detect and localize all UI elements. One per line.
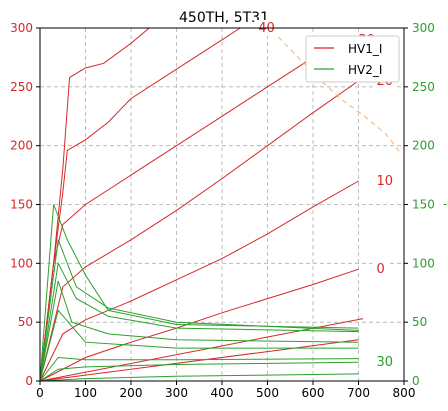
right-y-tick-label: 0 <box>412 374 420 388</box>
right-y-tick-label: 100 <box>412 256 435 270</box>
curve-label-text: 30 <box>377 355 394 370</box>
hv1_i-curve <box>39 180 359 382</box>
hv2_i-curve <box>39 280 359 382</box>
curve-label-bg <box>372 354 397 371</box>
right-y-tick-label: 150 <box>412 198 435 212</box>
hv1_i-curve <box>39 39 341 382</box>
left-y-tick-label: 200 <box>10 139 33 153</box>
hv1_i-curve <box>39 27 241 382</box>
right-y-tick-label: 200 <box>412 139 435 153</box>
hv2_i-curve-label: 30 <box>372 354 397 371</box>
series-layer <box>39 27 400 382</box>
legend: HV1_I HV2_I <box>305 35 400 83</box>
left-y-tick-label: 300 <box>10 21 33 35</box>
legend-label: HV2_I <box>348 63 382 77</box>
curve-label-bg <box>372 261 389 278</box>
x-tick-label: 100 <box>74 386 97 400</box>
right-y-tick-label: 300 <box>412 21 435 35</box>
x-tick-label: 600 <box>302 386 325 400</box>
left-y-tick-label: 50 <box>18 315 33 329</box>
legend-label: HV1_I <box>348 42 382 56</box>
hv2_i-curve <box>39 204 359 382</box>
hv2_i-curve <box>39 239 359 382</box>
curve-label-bg <box>372 172 397 189</box>
left-y-tick-label: 150 <box>10 198 33 212</box>
x-tick-label: 400 <box>211 386 234 400</box>
hv1_i-curve <box>39 339 359 382</box>
hv1_i-curve <box>39 268 359 382</box>
right-y-tick-label: 250 <box>412 80 435 94</box>
right-y-axis-label: - <box>443 197 447 211</box>
left-y-tick-label: 100 <box>10 256 33 270</box>
chart-title: 450TH, 5T31 <box>179 10 269 26</box>
x-tick-label: 500 <box>256 386 279 400</box>
hv1_i-curve <box>39 318 364 382</box>
hv1_i-curve <box>39 80 359 382</box>
hv2_i-curve <box>39 309 359 382</box>
x-tick-label: 300 <box>165 386 188 400</box>
right-y-tick-label: 50 <box>412 315 427 329</box>
hv1_i-curve-label: 0 <box>372 261 389 278</box>
hv2_i-curve <box>39 261 359 382</box>
hv2_i-curve <box>39 361 359 382</box>
x-tick-label: 800 <box>393 386 416 400</box>
curve-label-text: 0 <box>377 262 385 277</box>
hv2_i-curve <box>39 356 359 382</box>
hv1_i-curve-label: 10 <box>372 172 397 189</box>
x-tick-label: 0 <box>36 386 44 400</box>
curve-label-text: 10 <box>377 174 394 189</box>
hv2_i-curve <box>39 373 359 382</box>
x-tick-label: 700 <box>347 386 370 400</box>
limit-curve <box>271 30 400 152</box>
x-tick-label: 200 <box>120 386 143 400</box>
left-y-tick-label: 250 <box>10 80 33 94</box>
left-y-tick-label: 0 <box>25 374 33 388</box>
hv1_i-curve <box>39 27 150 382</box>
